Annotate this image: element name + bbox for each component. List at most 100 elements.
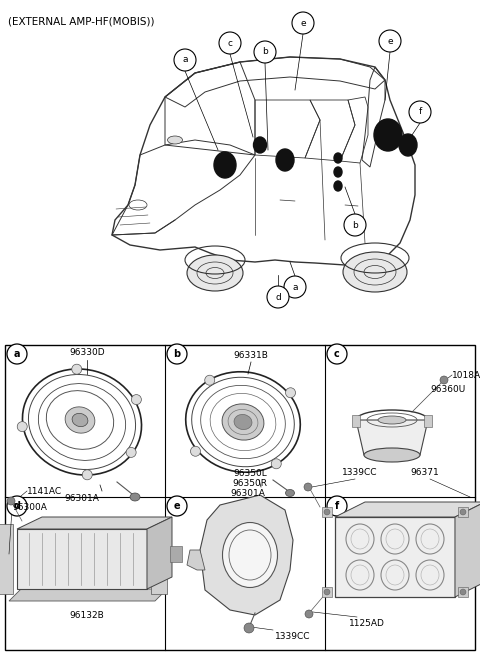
Text: a: a [292, 282, 298, 291]
Ellipse shape [378, 416, 406, 424]
Circle shape [72, 364, 82, 374]
Circle shape [284, 276, 306, 298]
Circle shape [7, 496, 27, 516]
Bar [424, 415, 432, 427]
Text: 96331B: 96331B [234, 351, 268, 360]
Circle shape [344, 214, 366, 236]
Text: e: e [300, 18, 306, 28]
Circle shape [191, 446, 201, 457]
Bar [0, 524, 13, 594]
Circle shape [324, 509, 330, 515]
Circle shape [327, 344, 347, 364]
Circle shape [304, 483, 312, 491]
Ellipse shape [130, 493, 140, 501]
Polygon shape [187, 550, 205, 570]
Circle shape [271, 458, 281, 469]
Ellipse shape [168, 136, 182, 144]
Circle shape [7, 344, 27, 364]
Ellipse shape [334, 181, 342, 191]
Text: (EXTERNAL AMP-HF(MOBIS)): (EXTERNAL AMP-HF(MOBIS)) [8, 17, 155, 27]
Circle shape [267, 286, 289, 308]
Circle shape [305, 610, 313, 618]
Text: 96132B: 96132B [70, 611, 104, 620]
Circle shape [292, 12, 314, 34]
Text: 96360U: 96360U [430, 386, 465, 394]
Circle shape [286, 388, 296, 398]
Text: b: b [352, 221, 358, 229]
Circle shape [7, 497, 15, 505]
Polygon shape [455, 502, 480, 597]
Text: a: a [14, 349, 20, 359]
Circle shape [254, 41, 276, 63]
Bar [322, 507, 332, 517]
Text: 1141AC: 1141AC [27, 487, 62, 495]
Ellipse shape [276, 149, 294, 171]
Polygon shape [9, 589, 167, 601]
Text: a: a [182, 56, 188, 64]
Text: c: c [334, 349, 340, 359]
Text: c: c [228, 39, 232, 48]
Circle shape [205, 375, 215, 385]
Ellipse shape [364, 448, 420, 462]
Bar [322, 587, 332, 597]
Text: 96330D: 96330D [69, 348, 105, 357]
Ellipse shape [234, 415, 252, 430]
Ellipse shape [222, 404, 264, 440]
Ellipse shape [65, 407, 95, 433]
Ellipse shape [334, 167, 342, 177]
Ellipse shape [223, 523, 277, 588]
Text: f: f [419, 107, 421, 117]
Ellipse shape [343, 252, 407, 292]
Bar [458, 507, 468, 517]
Circle shape [167, 496, 187, 516]
Text: 96301A: 96301A [65, 494, 99, 503]
Circle shape [324, 589, 330, 595]
Text: b: b [173, 349, 180, 359]
Text: b: b [262, 48, 268, 56]
Polygon shape [200, 495, 293, 615]
Circle shape [409, 101, 431, 123]
Bar [151, 524, 167, 594]
Text: 1125AD: 1125AD [349, 619, 385, 628]
Ellipse shape [253, 137, 266, 153]
Ellipse shape [286, 489, 295, 496]
Text: 96371: 96371 [410, 468, 439, 477]
Polygon shape [335, 517, 455, 597]
Bar [170, 546, 182, 562]
Bar [458, 587, 468, 597]
Ellipse shape [187, 255, 243, 291]
Polygon shape [17, 529, 147, 589]
Text: 96350R: 96350R [232, 479, 267, 488]
Bar [352, 415, 360, 427]
Polygon shape [335, 502, 480, 517]
Circle shape [219, 32, 241, 54]
Text: f: f [335, 501, 339, 511]
Circle shape [460, 589, 466, 595]
Text: d: d [13, 501, 21, 511]
Circle shape [126, 447, 136, 457]
Circle shape [440, 376, 448, 384]
Circle shape [460, 509, 466, 515]
Circle shape [174, 49, 196, 71]
Ellipse shape [214, 152, 236, 178]
Text: e: e [387, 37, 393, 45]
Text: 1339CC: 1339CC [275, 632, 311, 641]
Text: 96300A: 96300A [12, 502, 47, 512]
Circle shape [244, 623, 254, 633]
Circle shape [132, 394, 142, 405]
Ellipse shape [399, 134, 417, 156]
Ellipse shape [374, 119, 402, 151]
Text: 96350L: 96350L [233, 469, 267, 478]
Circle shape [327, 496, 347, 516]
Text: 1339CC: 1339CC [342, 468, 378, 477]
Polygon shape [147, 517, 172, 589]
Ellipse shape [334, 153, 342, 163]
Circle shape [167, 344, 187, 364]
Circle shape [379, 30, 401, 52]
Text: d: d [275, 293, 281, 301]
Polygon shape [17, 517, 172, 529]
Text: e: e [174, 501, 180, 511]
Ellipse shape [72, 413, 88, 426]
Text: 96301A: 96301A [230, 489, 265, 498]
Bar [5, 345, 475, 650]
